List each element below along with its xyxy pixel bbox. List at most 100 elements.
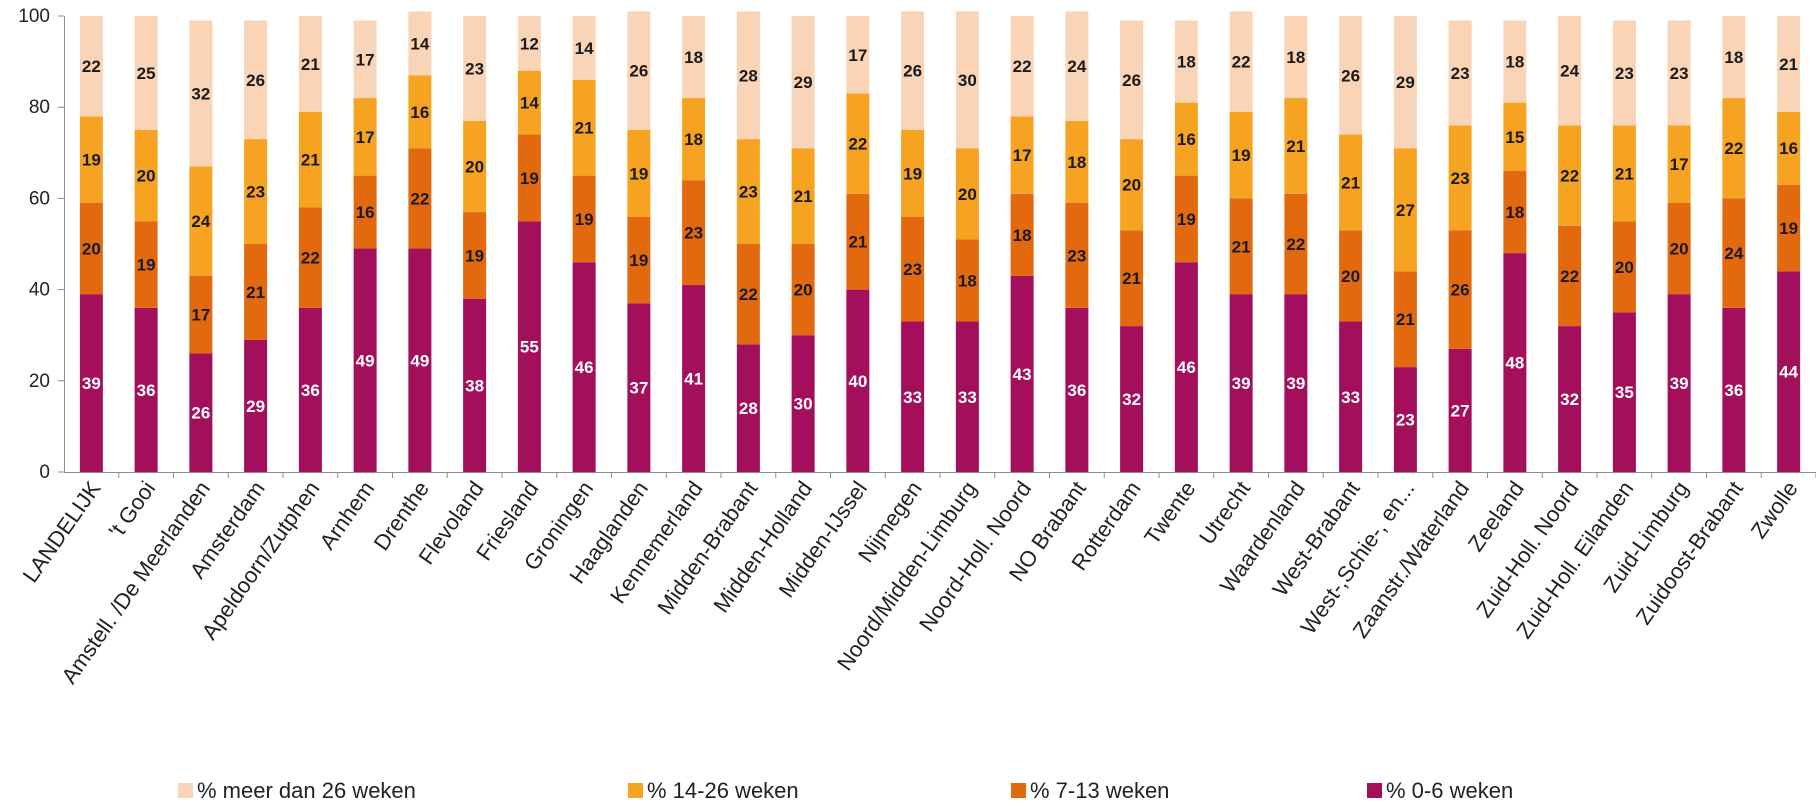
data-label: 23 xyxy=(739,183,758,202)
x-tick-label: Zwolle xyxy=(1746,477,1803,543)
bar-segment xyxy=(1010,275,1034,472)
data-label: 49 xyxy=(356,351,375,370)
bar-segment xyxy=(1393,271,1417,368)
data-label: 20 xyxy=(465,157,484,176)
data-label: 38 xyxy=(465,376,484,395)
bar-segment xyxy=(1503,253,1527,472)
data-label: 27 xyxy=(1451,401,1470,420)
y-tick-label: 80 xyxy=(29,97,50,118)
data-label: 55 xyxy=(520,338,539,357)
data-label: 48 xyxy=(1505,354,1524,373)
bar-segment xyxy=(627,303,651,472)
data-label: 39 xyxy=(1232,374,1251,393)
bar-segment xyxy=(1120,139,1144,231)
bar-segment xyxy=(627,11,651,130)
bar-segment xyxy=(1777,16,1801,112)
data-label: 22 xyxy=(82,57,101,76)
data-label: 46 xyxy=(575,358,594,377)
data-label: 19 xyxy=(82,151,101,170)
bar-segment xyxy=(572,262,596,472)
data-label: 26 xyxy=(1341,66,1360,85)
bar-segment xyxy=(1229,294,1253,472)
bar-segment xyxy=(1229,11,1253,112)
data-label: 23 xyxy=(1067,246,1086,265)
data-label: 21 xyxy=(301,55,320,74)
bar-segment xyxy=(736,344,760,472)
data-label: 18 xyxy=(684,130,703,149)
data-label: 12 xyxy=(520,34,539,53)
data-label: 23 xyxy=(1615,64,1634,83)
data-label: 24 xyxy=(1067,57,1086,76)
data-label: 20 xyxy=(958,185,977,204)
legend-swatch xyxy=(178,783,193,798)
data-label: 18 xyxy=(1724,48,1743,67)
bar-segment xyxy=(244,339,268,472)
data-label: 22 xyxy=(848,135,867,154)
data-label: 23 xyxy=(1670,64,1689,83)
data-label: 33 xyxy=(1341,388,1360,407)
bar-segment xyxy=(846,93,870,194)
bar-segment xyxy=(1010,16,1034,117)
data-label: 21 xyxy=(1341,173,1360,192)
bar-segment xyxy=(1284,16,1308,99)
bar-segment xyxy=(189,20,213,167)
bar-segment xyxy=(1284,193,1308,295)
data-label: 14 xyxy=(575,39,594,58)
data-label: 17 xyxy=(191,306,210,325)
x-tick-label: 't Gooi xyxy=(104,477,161,543)
bar-segment xyxy=(1503,102,1527,172)
data-label: 20 xyxy=(1615,258,1634,277)
bar-segment xyxy=(901,321,925,472)
bar-segment xyxy=(791,335,815,472)
bar-segment xyxy=(1448,230,1472,349)
data-label: 14 xyxy=(520,94,539,113)
bar-segment xyxy=(1503,171,1527,254)
bar-segment xyxy=(353,248,377,472)
bar-segment xyxy=(1174,102,1198,176)
bar-segment xyxy=(1558,326,1582,472)
bar-segment xyxy=(1667,20,1691,126)
bar-segment xyxy=(1558,225,1582,327)
bar-segment xyxy=(1065,202,1089,308)
bar-segment xyxy=(79,202,103,295)
bar-segment xyxy=(627,130,651,217)
data-label: 19 xyxy=(520,169,539,188)
data-label: 39 xyxy=(82,374,101,393)
data-label: 39 xyxy=(1286,374,1305,393)
bar-segment xyxy=(463,212,487,299)
data-label: 43 xyxy=(1013,365,1032,384)
bar-segment xyxy=(244,244,268,340)
data-label: 28 xyxy=(739,399,758,418)
data-label: 18 xyxy=(1505,203,1524,222)
bar-segment xyxy=(353,175,377,249)
data-label: 17 xyxy=(848,46,867,65)
data-label: 39 xyxy=(1670,374,1689,393)
bar-segment xyxy=(79,16,103,117)
y-tick-label: 60 xyxy=(29,188,50,209)
bar-segment xyxy=(736,11,760,140)
data-label: 22 xyxy=(1560,267,1579,286)
data-label: 30 xyxy=(958,71,977,90)
bar-segment xyxy=(1339,321,1363,472)
bar-segment xyxy=(1722,307,1746,472)
data-label: 21 xyxy=(1396,310,1415,329)
legend-label: % meer dan 26 weken xyxy=(197,778,416,803)
x-tick-label: Twente xyxy=(1139,477,1200,549)
bar-segment xyxy=(79,294,103,472)
data-label: 36 xyxy=(1067,381,1086,400)
bar-segment xyxy=(244,20,268,140)
data-label: 26 xyxy=(1451,281,1470,300)
bar-segment xyxy=(682,16,706,99)
data-label: 36 xyxy=(1724,381,1743,400)
legend-swatch xyxy=(1011,783,1026,798)
bar-segment xyxy=(1010,116,1034,194)
data-label: 22 xyxy=(1013,57,1032,76)
data-label: 46 xyxy=(1177,358,1196,377)
bar-segment xyxy=(846,289,870,472)
bar-segment xyxy=(517,134,541,222)
data-label: 33 xyxy=(958,388,977,407)
bar-segment xyxy=(1393,367,1417,472)
bar-segment xyxy=(1612,125,1636,222)
data-label: 18 xyxy=(1067,153,1086,172)
